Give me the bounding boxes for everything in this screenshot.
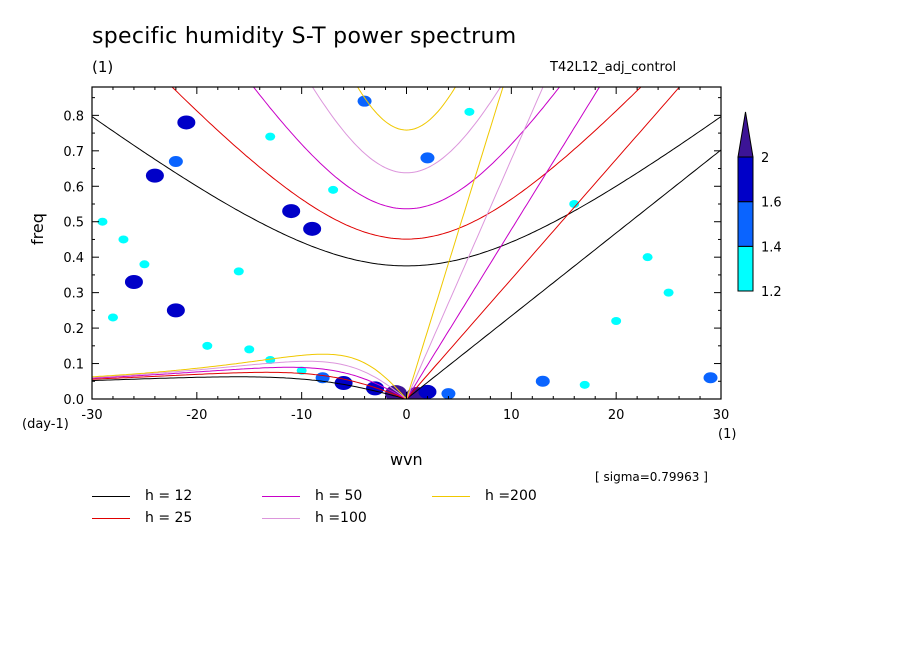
- inertia-gravity-curve: [171, 87, 642, 240]
- shaded-region: [97, 217, 108, 226]
- legend-label: h = 12: [145, 488, 193, 504]
- plot-frame: [91, 86, 722, 400]
- shaded-region: [357, 95, 372, 107]
- shaded-region: [579, 380, 590, 389]
- y-tick-label: 0.5: [63, 216, 84, 231]
- colorbar-segment: [737, 201, 754, 247]
- shaded-region: [703, 372, 718, 384]
- kelvin-curve: [406, 87, 544, 399]
- sigma-note: [ sigma=0.79963 ]: [595, 470, 708, 484]
- shaded-region: [118, 235, 129, 244]
- legend-label: h =100: [315, 510, 367, 526]
- x-tick-label: -20: [186, 408, 207, 423]
- inertia-gravity-curve: [357, 87, 456, 131]
- shaded-region: [282, 204, 301, 219]
- kelvin-curve: [406, 87, 601, 399]
- y-tick-label: 0.8: [63, 109, 84, 124]
- shaded-region: [177, 115, 196, 130]
- colorbar-segment: [737, 156, 754, 203]
- x-tick-label: -30: [81, 408, 102, 423]
- x-tick-label: 0: [402, 408, 410, 423]
- title-unit: (1): [92, 58, 114, 76]
- shaded-region: [328, 185, 339, 194]
- colorbar-label: 1.6: [761, 196, 782, 211]
- legend-swatch: [262, 517, 300, 519]
- shaded-region: [303, 221, 322, 236]
- colorbar-label: 1.4: [761, 240, 782, 255]
- legend-label: h = 50: [315, 488, 363, 504]
- y-tick-label: 0.3: [63, 287, 84, 302]
- shaded-region: [244, 345, 255, 354]
- shaded-region: [296, 366, 307, 375]
- y-tick-label: 0.0: [63, 393, 84, 408]
- legend-item: h = 25: [92, 509, 192, 527]
- shaded-region: [139, 260, 150, 269]
- y-tick-label: 0.1: [63, 358, 84, 373]
- shaded-region: [233, 267, 244, 276]
- kelvin-curve: [406, 149, 721, 399]
- x-axis-unit: (1): [718, 427, 737, 442]
- legend-item: h = 50: [262, 487, 362, 505]
- legend-item: h =200: [432, 487, 537, 505]
- rossby-curve: [92, 376, 407, 399]
- x-axis-label: wvn: [390, 450, 423, 469]
- legend-label: h =200: [485, 488, 537, 504]
- x-tick-label: -10: [291, 408, 312, 423]
- colorbar-label: 1.2: [761, 285, 782, 300]
- kelvin-curve: [406, 87, 681, 399]
- shaded-region: [464, 107, 475, 116]
- rossby-curve: [92, 366, 407, 399]
- shaded-region: [107, 313, 118, 322]
- legend-label: h = 25: [145, 510, 193, 526]
- shaded-region: [663, 288, 674, 297]
- x-tick-label: 30: [713, 408, 730, 423]
- shaded-region: [265, 132, 276, 141]
- shaded-region: [265, 356, 276, 364]
- colorbar-top-arrow: [737, 111, 754, 158]
- y-axis-unit: (day-1): [22, 417, 69, 432]
- y-tick-label: 0.4: [63, 251, 84, 266]
- legend-item: h =100: [262, 509, 367, 527]
- inertia-gravity-curve: [92, 116, 721, 267]
- dispersion-curves: [92, 87, 721, 399]
- rossby-curve: [92, 371, 407, 399]
- shaded-region: [168, 155, 183, 167]
- run-name: T42L12_adj_control: [550, 60, 677, 75]
- shaded-region: [441, 388, 456, 399]
- rossby-curve: [92, 353, 407, 399]
- chart-title: specific humidity S-T power spectrum: [92, 24, 517, 49]
- shaded-region: [166, 303, 185, 318]
- legend-swatch: [92, 495, 130, 497]
- legend-item: h = 12: [92, 487, 192, 505]
- shaded-region: [535, 375, 550, 387]
- shaded-region: [642, 253, 653, 262]
- x-tick-label: 10: [503, 408, 520, 423]
- shaded-region: [145, 168, 164, 183]
- legend-swatch: [262, 495, 300, 497]
- y-tick-label: 0.6: [63, 180, 84, 195]
- y-tick-label: 0.7: [63, 145, 84, 160]
- shaded-region: [418, 384, 437, 399]
- inertia-gravity-curve: [252, 87, 561, 210]
- colorbar-segment: [737, 245, 754, 292]
- shaded-region: [202, 341, 213, 350]
- shaded-region: [420, 152, 435, 164]
- kelvin-curve: [406, 87, 504, 399]
- y-tick-label: 0.2: [63, 322, 84, 337]
- legend-swatch: [432, 495, 470, 497]
- shaded-regions: [97, 95, 718, 399]
- x-tick-label: 20: [608, 408, 625, 423]
- shaded-region: [124, 275, 143, 289]
- shaded-region: [611, 317, 622, 325]
- colorbar-label: 2: [761, 151, 769, 166]
- inertia-gravity-curve: [311, 87, 502, 174]
- rossby-curve: [92, 360, 407, 399]
- shaded-region: [569, 200, 580, 208]
- legend-swatch: [92, 517, 130, 519]
